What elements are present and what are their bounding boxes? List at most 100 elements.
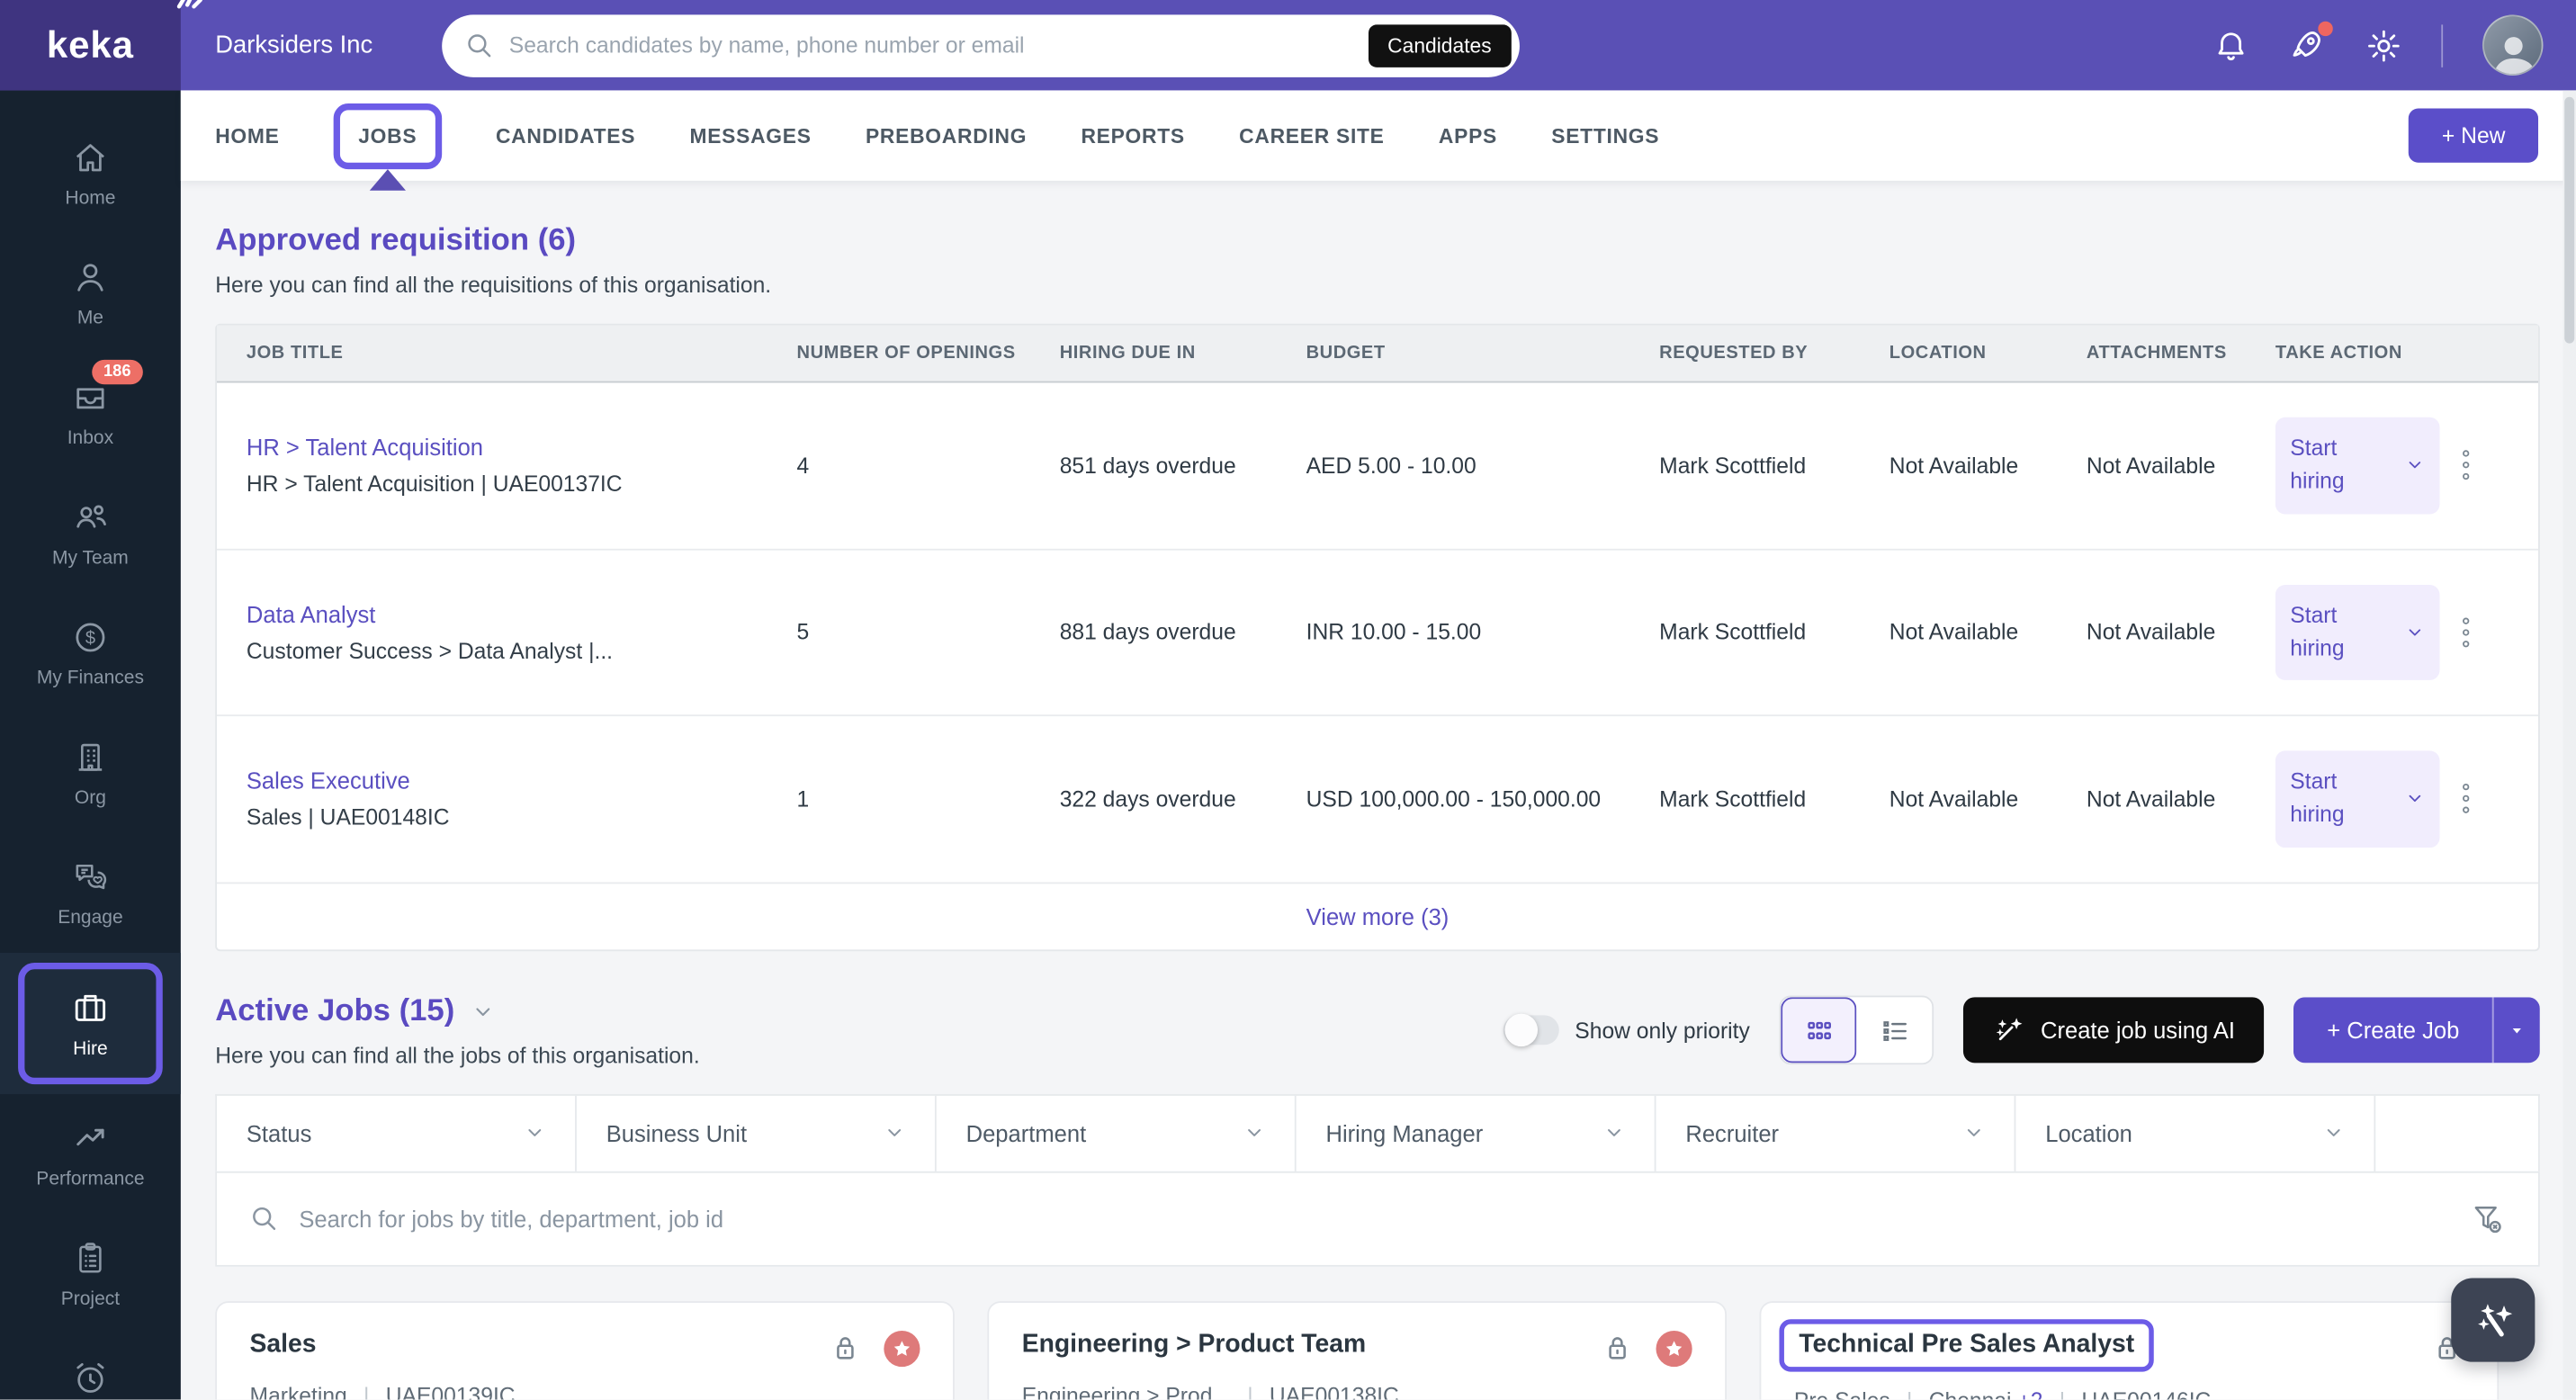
row-actions-menu[interactable] — [2448, 611, 2484, 653]
sidebar-item-my-finances[interactable]: $ My Finances — [0, 593, 181, 713]
new-button[interactable]: + New — [2409, 108, 2539, 163]
sidebar-item-inbox[interactable]: 186 Inbox — [0, 354, 181, 473]
filter-recruiter[interactable]: Recruiter — [1656, 1094, 2016, 1171]
tab-jobs[interactable]: JOBS — [333, 103, 442, 190]
user-avatar[interactable] — [2482, 14, 2544, 76]
job-card-meta: Pre Sales Chennai +2 UAE00146IC — [1794, 1387, 2464, 1400]
location-cell: Not Available — [1889, 453, 2019, 478]
performance-trend-icon — [70, 1118, 112, 1158]
budget-cell: AED 5.00 - 10.00 — [1306, 453, 1476, 478]
sidebar-item-project[interactable]: Project — [0, 1214, 181, 1333]
scrollbar-thumb[interactable] — [2564, 96, 2575, 344]
lock-icon[interactable] — [828, 1331, 862, 1365]
row-actions-menu[interactable] — [2448, 444, 2484, 486]
create-job-using-ai-button[interactable]: Create job using AI — [1963, 997, 2265, 1063]
top-header-bar: keka Darksiders Inc Candidates — [0, 0, 2576, 91]
sidebar-item-engage[interactable]: Engage — [0, 833, 181, 953]
table-row: Data Analyst Customer Success > Data Ana… — [217, 550, 2539, 717]
page-scrollbar[interactable] — [2563, 90, 2576, 1400]
more-locations-link[interactable]: +2 — [2017, 1387, 2043, 1400]
requested-by-cell: Mark Scottfield — [1659, 619, 1807, 645]
company-name: Darksiders Inc — [215, 31, 373, 59]
rocket-alert-dot — [2318, 21, 2333, 37]
tab-career-site[interactable]: CAREER SITE — [1239, 123, 1385, 148]
filter-status[interactable]: Status — [217, 1094, 577, 1171]
magic-wand-sparkles-icon — [2477, 1303, 2512, 1336]
create-job-button[interactable]: + Create Job — [2293, 997, 2492, 1063]
job-card-meta: Marketing UAE00139IC — [250, 1382, 920, 1399]
keka-logo-text: keka — [46, 22, 134, 67]
global-search-input[interactable] — [508, 32, 1353, 58]
sidebar-item-time-attend[interactable]: Time Attend — [0, 1334, 181, 1400]
create-job-dropdown-caret[interactable] — [2491, 997, 2540, 1063]
job-card-meta: Engineering > Prod... UAE00138IC — [1022, 1382, 1692, 1399]
attachments-cell: Not Available — [2086, 786, 2216, 812]
hiring-due-cell: 851 days overdue — [1059, 453, 1236, 478]
chevron-down-icon — [528, 1129, 542, 1136]
tab-reports[interactable]: REPORTS — [1081, 123, 1185, 148]
job-title-link[interactable]: Data Analyst — [246, 600, 376, 628]
sidebar-item-my-team[interactable]: My Team — [0, 473, 181, 593]
tab-settings[interactable]: SETTINGS — [1551, 123, 1660, 148]
chevron-down-icon — [1608, 1129, 1620, 1136]
grid-view-button[interactable] — [1781, 997, 1857, 1063]
job-filters-bar: Status Business Unit Department Hiring M… — [215, 1093, 2540, 1171]
left-sidebar: Home Me 186 Inbox My Team $ My Finances — [0, 90, 181, 1400]
tab-apps[interactable]: APPS — [1438, 123, 1497, 148]
job-title-link[interactable]: HR > Talent Acquisition — [246, 434, 484, 461]
tab-home[interactable]: HOME — [215, 123, 280, 148]
filter-business-unit[interactable]: Business Unit — [577, 1094, 937, 1171]
sidebar-item-hire[interactable]: Hire — [0, 953, 181, 1095]
priority-star-badge[interactable] — [1656, 1330, 1692, 1367]
approved-requisition-subtitle: Here you can find all the requisitions o… — [215, 273, 772, 298]
search-icon — [253, 1207, 276, 1230]
show-only-priority-toggle[interactable] — [1502, 1013, 1559, 1047]
start-hiring-button[interactable]: Start hiring — [2275, 750, 2440, 848]
job-card-title: Sales — [249, 1330, 317, 1359]
home-icon — [71, 138, 111, 177]
table-row: HR > Talent Acquisition HR > Talent Acqu… — [217, 382, 2539, 550]
keka-logo[interactable]: keka — [0, 0, 202, 91]
filter-hiring-manager[interactable]: Hiring Manager — [1297, 1094, 1656, 1171]
job-search-bar[interactable] — [215, 1170, 2540, 1266]
ai-assistant-fab[interactable] — [2451, 1278, 2536, 1362]
settings-gear-icon[interactable] — [2365, 27, 2401, 63]
sidebar-item-org[interactable]: Org — [0, 713, 181, 832]
search-scope-badge[interactable]: Candidates — [1368, 23, 1512, 67]
requisition-table: JOB TITLE NUMBER OF OPENINGS HIRING DUE … — [215, 323, 2540, 951]
clear-filters-icon[interactable] — [2469, 1200, 2505, 1236]
filter-empty-cell — [2375, 1095, 2538, 1171]
requested-by-cell: Mark Scottfield — [1659, 453, 1807, 478]
sidebar-item-home[interactable]: Home — [0, 113, 181, 233]
active-jobs-subtitle: Here you can find all the jobs of this o… — [215, 1042, 700, 1067]
notifications-bell-icon[interactable] — [2212, 27, 2248, 63]
chevron-down-icon — [1248, 1129, 1261, 1136]
filter-department[interactable]: Department — [937, 1094, 1297, 1171]
job-title-link[interactable]: Sales Executive — [246, 767, 410, 794]
job-search-input[interactable] — [299, 1205, 2450, 1232]
list-view-button[interactable] — [1856, 997, 1933, 1063]
global-search-bar[interactable]: Candidates — [441, 13, 1520, 76]
annotation-job-title-highlight: Technical Pre Sales Analyst — [1779, 1318, 2155, 1371]
priority-star-badge[interactable] — [884, 1330, 920, 1367]
row-actions-menu[interactable] — [2448, 777, 2484, 820]
whats-new-rocket-icon[interactable] — [2288, 21, 2333, 64]
chevron-down-icon[interactable] — [471, 1000, 495, 1023]
filter-location[interactable]: Location — [2015, 1094, 2376, 1171]
start-hiring-button[interactable]: Start hiring — [2275, 584, 2440, 680]
view-more-link[interactable]: View more (3) — [1306, 902, 1450, 929]
job-subtitle: HR > Talent Acquisition | UAE00137IC — [246, 471, 623, 497]
org-building-icon — [71, 738, 111, 777]
tab-candidates[interactable]: CANDIDATES — [495, 123, 636, 148]
location-cell: Not Available — [1889, 619, 2019, 645]
sidebar-item-me[interactable]: Me — [0, 233, 181, 353]
job-card-technical-pre-sales-analyst[interactable]: Technical Pre Sales Analyst Pre Sales Ch… — [1759, 1300, 2500, 1400]
job-card-engineering-product-team[interactable]: Engineering > Product Team Engineering >… — [987, 1300, 1728, 1400]
tab-preboarding[interactable]: PREBOARDING — [865, 123, 1028, 148]
sidebar-item-performance[interactable]: Performance — [0, 1094, 181, 1214]
tab-messages[interactable]: MESSAGES — [689, 123, 812, 148]
start-hiring-button[interactable]: Start hiring — [2275, 417, 2440, 514]
lock-icon[interactable] — [1600, 1331, 1634, 1365]
job-card-sales[interactable]: Sales Marketing UAE00139IC — [215, 1300, 955, 1400]
